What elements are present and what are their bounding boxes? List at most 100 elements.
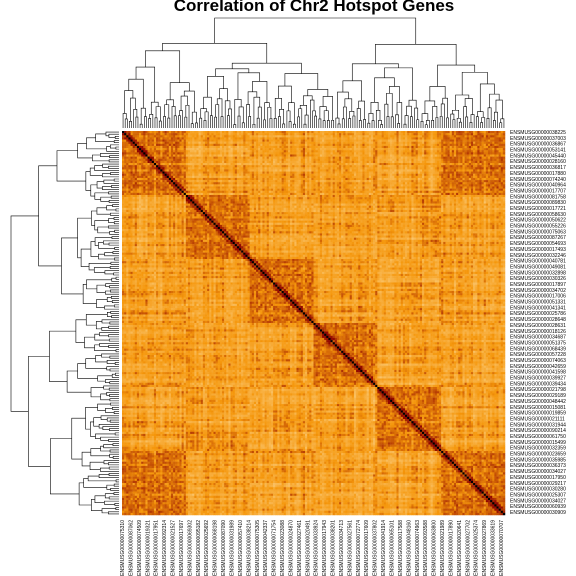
heatmap-cell (209, 142, 211, 144)
heatmap-cell (305, 154, 307, 156)
heatmap-cell (233, 167, 235, 169)
dendrogram-branch (425, 125, 427, 128)
heatmap-cell (350, 159, 352, 161)
heatmap-cell (426, 178, 428, 180)
heatmap-cell (356, 169, 358, 171)
heatmap-cell (488, 167, 490, 169)
heatmap-cell (452, 135, 454, 137)
heatmap-cell (443, 165, 445, 167)
heatmap-cell (126, 167, 128, 169)
dendrogram-branch (101, 437, 119, 440)
heatmap-cell (248, 159, 250, 161)
heatmap-cell (305, 144, 307, 146)
heatmap-cell (269, 176, 271, 178)
heatmap-cell (156, 133, 158, 135)
heatmap-cell (335, 163, 337, 165)
heatmap-cell (469, 142, 471, 144)
heatmap-cell (175, 148, 177, 150)
heatmap-cell (401, 146, 403, 148)
heatmap-cell (305, 140, 307, 142)
heatmap-cell (305, 184, 307, 186)
heatmap-cell (399, 174, 401, 176)
heatmap-cell (339, 154, 341, 156)
heatmap-cell (177, 167, 179, 169)
dendrogram-branch (217, 99, 222, 117)
heatmap-cell (382, 137, 384, 139)
heatmap-cell (360, 142, 362, 144)
heatmap-cell (192, 159, 194, 161)
heatmap-cell (245, 172, 247, 174)
heatmap-cell (420, 172, 422, 174)
heatmap-cell (477, 161, 479, 163)
heatmap-cell (179, 144, 181, 146)
heatmap-cell (414, 184, 416, 186)
heatmap-cell (248, 131, 250, 133)
heatmap-cell (367, 180, 369, 182)
heatmap-cell (139, 165, 141, 167)
heatmap-cell (128, 184, 130, 186)
heatmap-cell (422, 176, 424, 178)
heatmap-cell (290, 176, 292, 178)
heatmap-cell (299, 163, 301, 165)
heatmap-cell (401, 157, 403, 159)
heatmap-cell (465, 174, 467, 176)
heatmap-cell (188, 182, 190, 184)
heatmap-cell (222, 182, 224, 184)
heatmap-cell (488, 150, 490, 152)
heatmap-cell (390, 137, 392, 139)
heatmap-cell (439, 167, 441, 169)
heatmap-cell (154, 148, 156, 150)
dendrogram-branch (115, 503, 119, 505)
heatmap-cell (333, 169, 335, 171)
heatmap-cell (207, 182, 209, 184)
heatmap-cell (328, 146, 330, 148)
heatmap-cell (458, 172, 460, 174)
heatmap-cell (375, 182, 377, 184)
heatmap-cell (145, 140, 147, 142)
heatmap-cell (339, 176, 341, 178)
heatmap-cell (196, 167, 198, 169)
heatmap-cell (316, 146, 318, 148)
heatmap-cell (362, 144, 364, 146)
heatmap-cell (382, 176, 384, 178)
heatmap-cell (369, 176, 371, 178)
heatmap-cell (303, 157, 305, 159)
heatmap-cell (399, 163, 401, 165)
heatmap-cell (239, 184, 241, 186)
heatmap-cell (367, 154, 369, 156)
heatmap-cell (143, 169, 145, 171)
heatmap-cell (218, 178, 220, 180)
heatmap-cell (409, 182, 411, 184)
heatmap-cell (184, 178, 186, 180)
row-dendrogram (11, 132, 119, 514)
heatmap-cell (399, 152, 401, 154)
heatmap-cell (331, 154, 333, 156)
heatmap-cell (377, 154, 379, 156)
heatmap-cell (386, 169, 388, 171)
heatmap-cell (365, 178, 367, 180)
dendrogram-branch (107, 392, 119, 395)
heatmap-cell (343, 176, 345, 178)
heatmap-cell (324, 159, 326, 161)
heatmap-cell (369, 161, 371, 163)
heatmap-cell (401, 159, 403, 161)
heatmap-cell (299, 159, 301, 161)
heatmap-cell (352, 165, 354, 167)
heatmap-cell (158, 140, 160, 142)
heatmap-cell (375, 178, 377, 180)
heatmap-cell (475, 178, 477, 180)
heatmap-cell (305, 165, 307, 167)
heatmap-cell (471, 150, 473, 152)
heatmap-cell (231, 161, 233, 163)
heatmap-cell (184, 135, 186, 137)
heatmap-cell (482, 150, 484, 152)
heatmap-cell (392, 135, 394, 137)
heatmap-cell (290, 174, 292, 176)
heatmap-cell (211, 167, 213, 169)
heatmap-cell (213, 131, 215, 133)
dendrogram-branch (105, 291, 119, 294)
heatmap-cell (396, 159, 398, 161)
heatmap-cell (324, 150, 326, 152)
heatmap-cell (388, 172, 390, 174)
heatmap-cell (250, 144, 252, 146)
